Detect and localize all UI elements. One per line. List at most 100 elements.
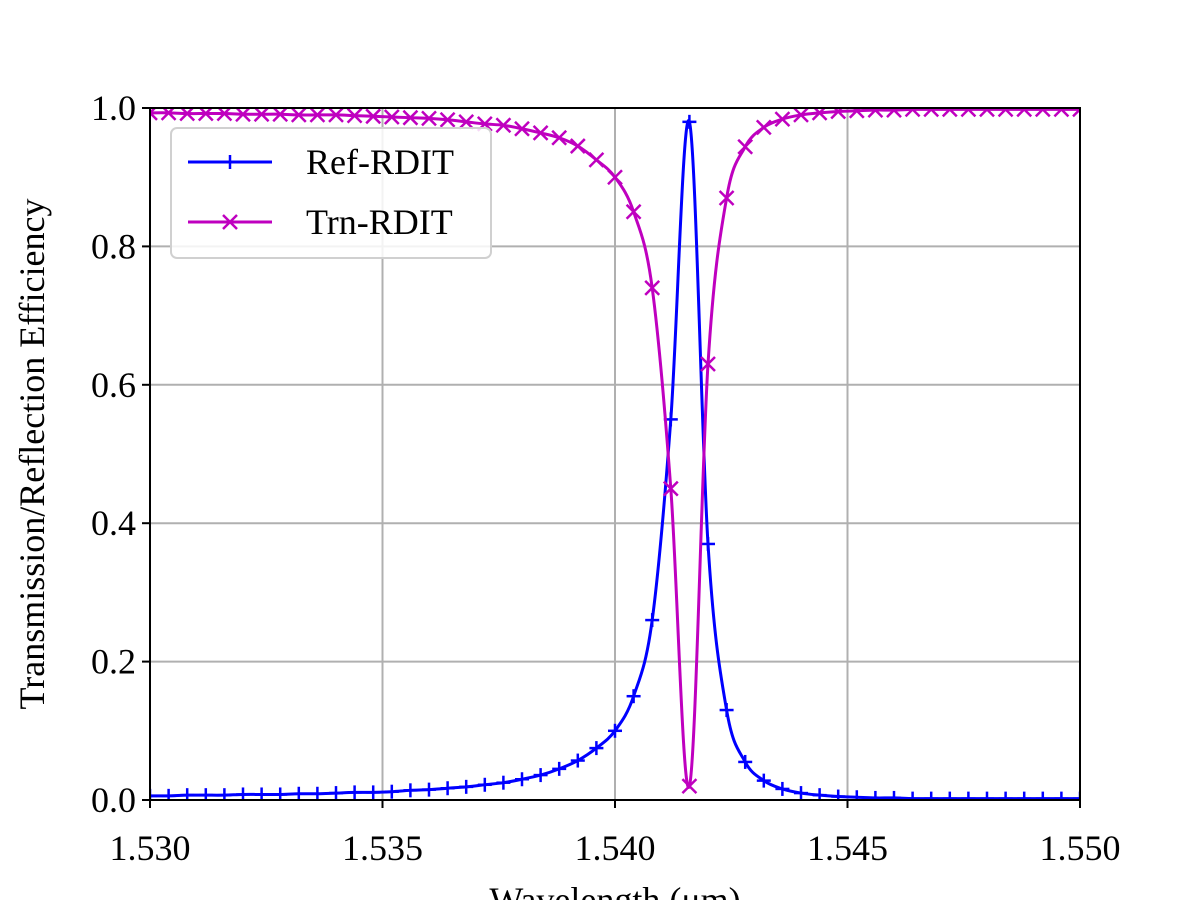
- data-point-ref-rdit: [924, 791, 939, 800]
- data-point-trn-rdit: [997, 108, 1014, 118]
- data-point-ref-rdit: [589, 741, 604, 756]
- data-point-trn-rdit: [830, 108, 847, 120]
- y-tick-label: 1.0: [91, 88, 136, 128]
- data-point-ref-rdit: [422, 782, 436, 797]
- data-point-trn-rdit: [848, 108, 865, 119]
- data-point-trn-rdit: [1016, 108, 1033, 118]
- x-tick-label: 1.530: [110, 828, 191, 868]
- data-point-trn-rdit: [867, 108, 884, 118]
- data-point-trn-rdit: [1034, 108, 1051, 118]
- data-point-trn-rdit: [365, 108, 382, 125]
- legend-marker: [222, 214, 238, 230]
- y-tick-labels: 0.0 0.2 0.4 0.6 0.8 1.0: [91, 88, 136, 820]
- x-tick-label: 1.545: [807, 828, 888, 868]
- data-point-trn-rdit: [625, 203, 642, 220]
- data-point-ref-rdit: [310, 786, 325, 800]
- data-point-ref-rdit: [608, 723, 622, 738]
- data-point-ref-rdit: [961, 791, 976, 800]
- data-point-ref-rdit: [291, 786, 306, 800]
- legend-entry-trn-rdit: Trn-RDIT: [188, 202, 453, 242]
- data-point-ref-rdit: [1054, 791, 1069, 800]
- data-point-trn-rdit: [607, 169, 623, 186]
- data-point-ref-rdit: [887, 790, 901, 800]
- data-point-trn-rdit: [1053, 108, 1070, 118]
- data-point-trn-rdit: [960, 108, 977, 118]
- data-point-ref-rdit: [366, 785, 381, 800]
- data-point-ref-rdit: [552, 761, 567, 776]
- data-point-ref-rdit: [161, 788, 176, 800]
- y-tick-label: 0.4: [91, 503, 136, 543]
- legend-label: Trn-RDIT: [306, 202, 453, 242]
- data-point-trn-rdit: [923, 108, 940, 118]
- data-point-ref-rdit: [440, 781, 455, 796]
- data-point-ref-rdit: [831, 789, 846, 800]
- data-point-trn-rdit: [700, 356, 716, 372]
- data-point-trn-rdit: [774, 111, 791, 127]
- data-point-ref-rdit: [794, 786, 808, 800]
- data-point-ref-rdit: [384, 784, 399, 799]
- data-point-trn-rdit: [793, 108, 809, 123]
- legend-marker: [223, 155, 237, 169]
- data-point-ref-rdit: [682, 114, 697, 129]
- data-point-ref-rdit: [1073, 791, 1080, 800]
- data-point-trn-rdit: [421, 110, 437, 127]
- data-point-trn-rdit: [1072, 108, 1080, 118]
- data-point-trn-rdit: [644, 280, 661, 296]
- data-point-trn-rdit: [309, 108, 326, 123]
- data-point-trn-rdit: [235, 108, 251, 123]
- data-point-trn-rdit: [328, 108, 344, 123]
- x-tick-label: 1.540: [575, 828, 656, 868]
- data-point-ref-rdit: [998, 791, 1013, 800]
- legend-label: Ref-RDIT: [306, 142, 454, 182]
- data-point-ref-rdit: [347, 785, 362, 800]
- data-point-trn-rdit: [514, 120, 530, 137]
- data-point-trn-rdit: [272, 108, 289, 123]
- data-point-ref-rdit: [905, 791, 920, 800]
- data-point-trn-rdit: [755, 119, 772, 136]
- data-point-trn-rdit: [346, 108, 363, 124]
- ticks: [142, 107, 1081, 808]
- data-point-trn-rdit: [979, 108, 995, 118]
- data-point-ref-rdit: [1035, 791, 1050, 800]
- data-point-ref-rdit: [980, 791, 994, 800]
- data-point-trn-rdit: [904, 108, 921, 118]
- data-point-trn-rdit: [383, 109, 400, 125]
- data-point-trn-rdit: [569, 138, 586, 154]
- y-tick-label: 0.6: [91, 365, 136, 405]
- legend-entry-ref-rdit: Ref-RDIT: [188, 142, 454, 182]
- data-point-trn-rdit: [402, 109, 419, 126]
- data-point-trn-rdit: [439, 111, 456, 128]
- data-point-ref-rdit: [701, 536, 715, 551]
- data-point-ref-rdit: [403, 783, 418, 798]
- data-point-trn-rdit: [886, 108, 902, 118]
- data-point-ref-rdit: [775, 781, 790, 796]
- y-tick-label: 0.2: [91, 642, 136, 682]
- data-point-ref-rdit: [719, 703, 734, 718]
- y-tick-label: 0.8: [91, 226, 136, 266]
- data-point-trn-rdit: [737, 138, 754, 155]
- y-tick-label: 0.0: [91, 780, 136, 820]
- data-point-ref-rdit: [1017, 791, 1032, 800]
- data-point-ref-rdit: [329, 786, 343, 800]
- x-tick-label: 1.535: [342, 828, 423, 868]
- data-point-trn-rdit: [495, 117, 512, 134]
- data-point-ref-rdit: [150, 788, 157, 800]
- data-point-ref-rdit: [738, 754, 753, 769]
- data-point-ref-rdit: [570, 753, 585, 768]
- legend: Ref-RDIT Trn-RDIT: [170, 127, 492, 259]
- data-point-trn-rdit: [458, 113, 475, 130]
- data-point-ref-rdit: [477, 777, 492, 792]
- data-point-ref-rdit: [533, 768, 548, 783]
- data-point-trn-rdit: [941, 108, 958, 118]
- data-point-trn-rdit: [551, 129, 568, 146]
- y-axis-label: Transmission/Reflection Efficiency: [12, 199, 52, 710]
- data-point-trn-rdit: [588, 152, 605, 168]
- data-point-ref-rdit: [756, 773, 771, 788]
- data-point-ref-rdit: [626, 689, 641, 704]
- x-axis-label: Wavelength (μm): [489, 880, 740, 900]
- x-tick-labels: 1.530 1.535 1.540 1.545 1.550: [110, 828, 1121, 868]
- data-point-trn-rdit: [253, 108, 270, 123]
- data-point-trn-rdit: [532, 125, 549, 141]
- data-point-ref-rdit: [496, 775, 511, 790]
